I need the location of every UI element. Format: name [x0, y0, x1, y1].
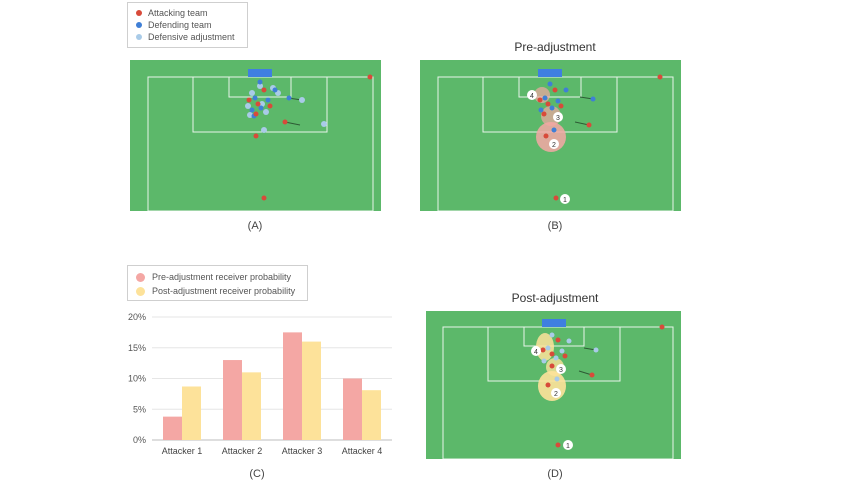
bar [223, 360, 242, 440]
legend-pre: Pre-adjustment receiver probability [136, 270, 299, 284]
players-d: 4 3 2 1 [531, 324, 665, 450]
legend-defending: Defending team [136, 19, 239, 31]
attacking-dot-icon [136, 10, 142, 16]
panel-a-label: (A) [247, 220, 263, 232]
chart-legend: Pre-adjustment receiver probability Post… [127, 265, 308, 301]
panel-d-title: Post-adjustment [511, 291, 599, 305]
pre-swatch-icon [136, 272, 145, 282]
bar [362, 390, 381, 440]
bar [163, 416, 182, 440]
marker-b-1: 1 [563, 197, 567, 204]
defending-dot-icon [136, 22, 142, 28]
panel-c-label: (C) [249, 468, 265, 480]
post-swatch-icon [136, 286, 145, 296]
legend-attacking: Attacking team [136, 7, 239, 19]
marker-d-1: 1 [566, 443, 570, 450]
bar [242, 372, 261, 440]
legend-defending-label: Defending team [148, 20, 212, 30]
marker-b-2: 2 [552, 142, 556, 149]
adjustment-dot-icon [136, 34, 142, 40]
goal-a [248, 69, 272, 77]
x-tick-label: Attacker 1 [162, 446, 203, 456]
panel-b-label: (B) [547, 220, 563, 232]
pitch-d: 4 3 2 1 [426, 311, 681, 459]
y-tick-label: 5% [133, 404, 146, 414]
legend-attacking-label: Attacking team [148, 8, 208, 18]
panel-b-title: Pre-adjustment [514, 40, 596, 54]
legend-adjustment: Defensive adjustment [136, 31, 239, 43]
legend-pre-label: Pre-adjustment receiver probability [152, 272, 292, 282]
pitch-b: 4 3 2 1 [420, 60, 681, 211]
goal-b [538, 69, 562, 77]
bar [283, 332, 302, 440]
marker-b-4: 4 [530, 93, 534, 100]
pitch-legend: Attacking team Defending team Defensive … [127, 2, 248, 48]
bar [182, 386, 201, 440]
bar [302, 341, 321, 440]
pitch-a [130, 60, 381, 211]
x-tick-label: Attacker 4 [342, 446, 383, 456]
bar [343, 378, 362, 440]
marker-d-4: 4 [534, 349, 538, 356]
y-tick-label: 20% [128, 312, 146, 322]
x-tick-label: Attacker 3 [282, 446, 323, 456]
legend-post-label: Post-adjustment receiver probability [152, 286, 296, 296]
y-tick-label: 0% [133, 435, 146, 445]
panel-d-label: (D) [547, 468, 563, 480]
marker-b-3: 3 [556, 115, 560, 122]
legend-post: Post-adjustment receiver probability [136, 284, 299, 298]
players-a [245, 74, 373, 201]
marker-d-3: 3 [559, 367, 563, 374]
goal-d [542, 319, 566, 327]
players-b: 4 3 2 1 [527, 74, 663, 204]
x-tick-label: Attacker 2 [222, 446, 263, 456]
legend-adjustment-label: Defensive adjustment [148, 32, 235, 42]
y-tick-label: 10% [128, 374, 146, 384]
bar-chart: 0% 5% 10% 15% 20% Attacker 1 Attacker 2 Attacke… [128, 312, 392, 456]
marker-d-2: 2 [554, 391, 558, 398]
y-tick-label: 15% [128, 343, 146, 353]
